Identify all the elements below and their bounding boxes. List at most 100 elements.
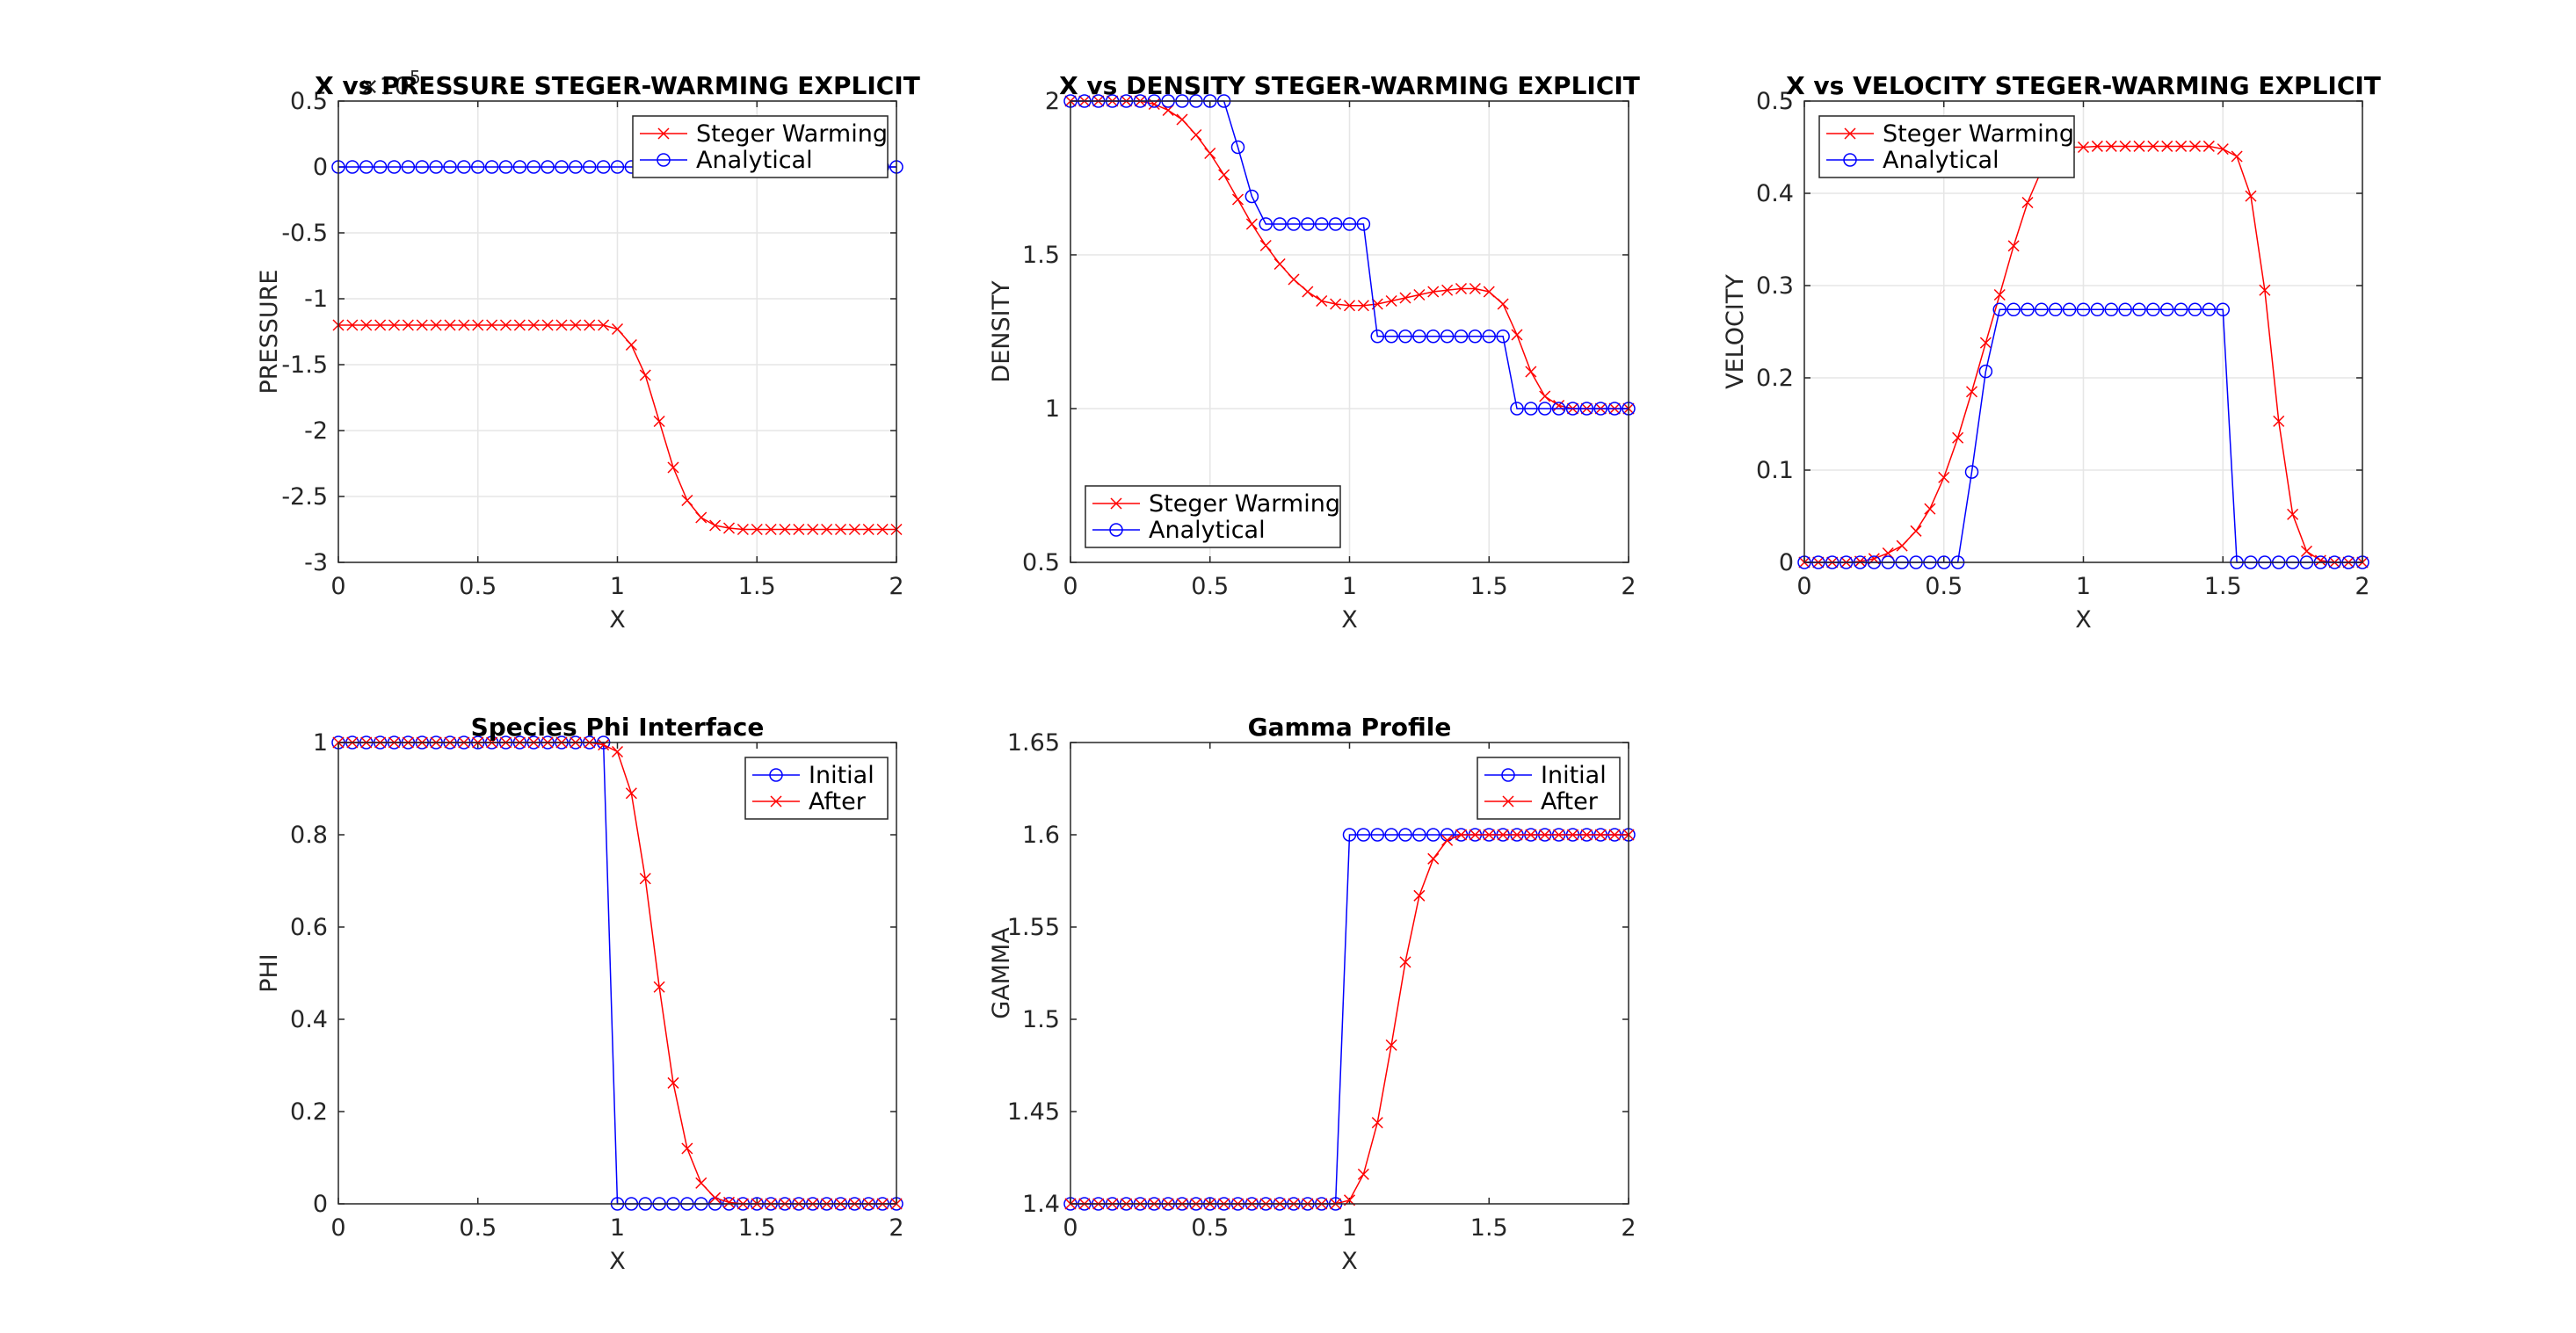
data-point	[1218, 169, 1230, 181]
legend-entry: Analytical	[696, 147, 813, 174]
chart-panel-5: 0 0.5 1 1.5 2 1.4 1.45 1.5 1.55 1.6 1.65 X GAMMA Gamm…	[988, 713, 1636, 1275]
legend-marker	[1502, 795, 1514, 808]
data-point	[1398, 828, 1412, 842]
data-point	[1259, 217, 1273, 231]
data-point	[596, 160, 611, 174]
data-point	[834, 523, 847, 536]
data-point	[1608, 829, 1621, 841]
data-point	[1607, 402, 1622, 416]
data-point	[1565, 402, 1580, 416]
data-point	[1273, 257, 1286, 271]
data-point	[1370, 828, 1384, 842]
data-point	[415, 160, 429, 174]
data-point	[2146, 302, 2160, 317]
data-point	[1426, 330, 1440, 344]
data-point	[359, 160, 374, 174]
data-point	[1979, 337, 1992, 349]
data-point	[2231, 150, 2243, 163]
data-point	[695, 1177, 707, 1189]
x-tick-label: 0	[1063, 1214, 1078, 1242]
data-point	[555, 160, 569, 174]
data-point	[610, 160, 625, 174]
data-point	[653, 981, 665, 993]
chart-panel-1: 0 0.5 1 1.5 2 -3 -2.5 -2 -1.5 -1 -0.5 0 0.5 X PRESSURE…	[256, 67, 920, 634]
data-point	[345, 160, 359, 174]
data-point	[526, 160, 541, 174]
data-point	[2118, 302, 2132, 317]
y-tick-label: -2	[304, 417, 328, 445]
data-point	[2173, 302, 2188, 317]
chart-title: X vs DENSITY STEGER-WARMING EXPLICIT	[1059, 71, 1640, 100]
y-tick-label: 1.5	[1022, 242, 1060, 269]
data-point	[1511, 829, 1523, 841]
data-point	[1566, 829, 1579, 841]
y-tick-label: 0.2	[1756, 365, 1794, 392]
data-point	[2161, 140, 2173, 152]
data-point	[2147, 140, 2159, 152]
chart-panel-3: 0 0.5 1 1.5 2 0 0.1 0.2 0.3 0.4 0.5 X VELOCITY X vs V…	[1722, 71, 2381, 634]
x-tick-label: 0	[1063, 573, 1078, 600]
x-axis-label: X	[609, 1248, 626, 1275]
data-point	[1343, 300, 1356, 312]
data-point	[1190, 128, 1202, 141]
data-point	[2105, 140, 2117, 152]
series-steger-warming	[1798, 140, 2369, 569]
x-axis-label: X	[609, 606, 626, 634]
legend-marker	[657, 127, 670, 140]
data-point	[429, 160, 443, 174]
data-point	[401, 160, 416, 174]
data-point	[513, 319, 526, 331]
data-point	[1316, 294, 1328, 308]
data-point	[1938, 471, 1950, 483]
y-tick-label: 1	[313, 729, 328, 757]
data-point	[1315, 217, 1329, 231]
data-point	[512, 160, 527, 174]
x-tick-label: 2	[889, 1214, 903, 1242]
legend-marker	[770, 795, 782, 808]
legend-marker	[1109, 523, 1123, 537]
legend-entry: Analytical	[1883, 147, 1999, 174]
legend-marker	[1501, 768, 1515, 782]
x-tick-label: 0.5	[1925, 573, 1963, 600]
data-point	[374, 319, 387, 331]
data-point	[1468, 330, 1483, 344]
data-point	[1356, 828, 1371, 842]
legend-marker	[1844, 127, 1856, 140]
data-point	[402, 319, 414, 331]
data-point	[598, 739, 610, 751]
data-point	[862, 523, 874, 536]
x-tick-label: 0.5	[459, 573, 497, 600]
data-point	[1371, 1117, 1383, 1129]
y-tick-label: 0.5	[1022, 549, 1060, 576]
data-point	[653, 415, 665, 428]
data-point	[695, 511, 707, 524]
data-point	[751, 523, 763, 536]
data-point	[1483, 829, 1495, 841]
chart-title: X vs PRESSURE STEGER-WARMING EXPLICIT	[315, 71, 920, 100]
data-point	[667, 1076, 679, 1089]
y-axis-label: GAMMA	[988, 927, 1015, 1019]
data-point	[458, 319, 470, 331]
axes-box	[1803, 100, 2363, 563]
data-point	[793, 523, 805, 536]
x-tick-label: 1.5	[1470, 1214, 1508, 1242]
data-point	[1993, 288, 2006, 301]
data-point	[821, 523, 833, 536]
x-tick-label: 0	[330, 573, 345, 600]
legend-entry: Steger Warming	[1149, 490, 1340, 518]
y-tick-label: 2	[1045, 88, 1060, 115]
data-point	[722, 522, 736, 534]
data-point	[1580, 829, 1593, 841]
data-point	[611, 745, 624, 758]
data-point	[430, 319, 442, 331]
data-point	[1992, 302, 2006, 317]
x-tick-label: 1	[610, 573, 625, 600]
data-point	[1385, 1039, 1397, 1051]
data-point	[2300, 545, 2313, 557]
exponent-base: ×10	[359, 73, 410, 100]
series-steger-warming	[1064, 95, 1635, 415]
x-tick-label: 1	[1342, 573, 1357, 600]
y-tick-label: 1.6	[1022, 822, 1060, 849]
data-point	[583, 160, 597, 174]
legend-box	[1477, 757, 1621, 820]
